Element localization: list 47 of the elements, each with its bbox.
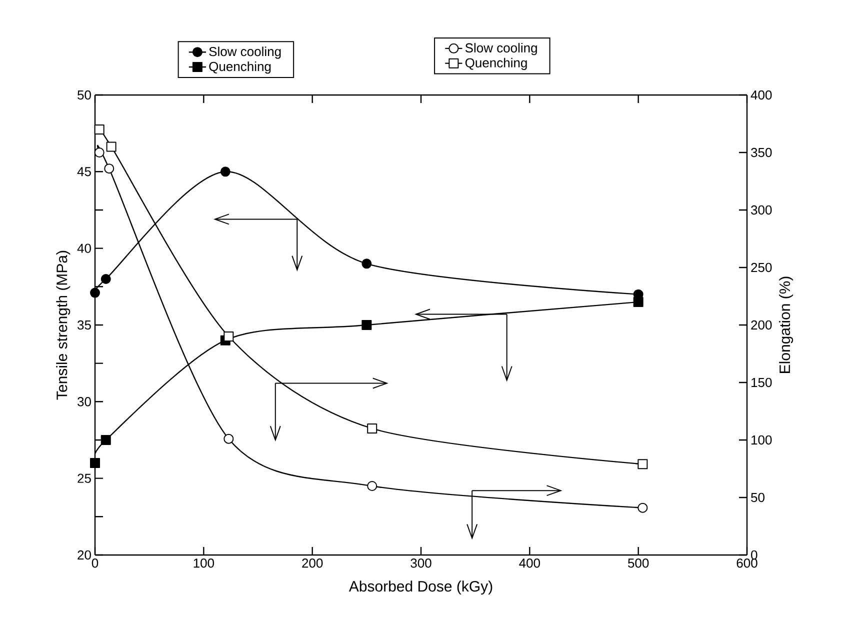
point [100,274,111,284]
y2-tick-label: 300 [751,205,772,215]
y-tick-label: 30 [78,397,91,406]
point [90,458,100,468]
x-tick-label: 500 [628,558,649,568]
y-tick-label: 35 [78,320,91,330]
point [638,459,648,470]
point [224,434,234,444]
y-tick-label: 25 [78,474,91,483]
point [106,142,116,152]
y-tick-label: 40 [77,244,91,253]
point [94,124,104,134]
y2-tick-label: 100 [752,435,772,445]
y2-tick-label: 150 [752,378,772,388]
legend-label: Quenching [209,62,271,74]
y2-axis-title: Elongation (%) [779,276,794,373]
x-tick-label: 200 [302,558,323,568]
legend-label: Slow cooling [465,42,537,56]
x-tick-label: 600 [736,558,758,568]
point [638,502,648,513]
point [367,480,378,491]
point [94,147,104,158]
point [633,296,644,307]
y-axis-title: Tensile strength (MPa) [56,250,70,400]
x-tick-label: 300 [410,558,432,568]
y2-tick-label: 200 [751,320,772,330]
legend-label: Quenching [465,58,527,70]
y-tick-label: 45 [77,167,91,176]
legend-label: Slow cooling [209,46,281,59]
y2-tick-label: 250 [751,262,772,272]
x-tick-label: 100 [194,558,214,568]
y-tick-label: 20 [78,550,91,560]
y2-tick-label: 350 [751,148,772,158]
x-tick-label: 400 [519,558,540,568]
x-axis-title: Absorbed Dose (kGy) [348,580,492,595]
point [100,434,111,445]
y2-tick-label: 50 [751,492,764,502]
point [104,164,114,174]
point [220,166,230,177]
point [367,423,378,434]
point [90,288,100,298]
y2-tick-label: 400 [750,90,772,100]
x-tick-label: 0 [92,558,98,568]
point [224,331,234,342]
point [362,320,372,330]
point [362,258,372,269]
y-tick-label: 50 [78,90,91,100]
